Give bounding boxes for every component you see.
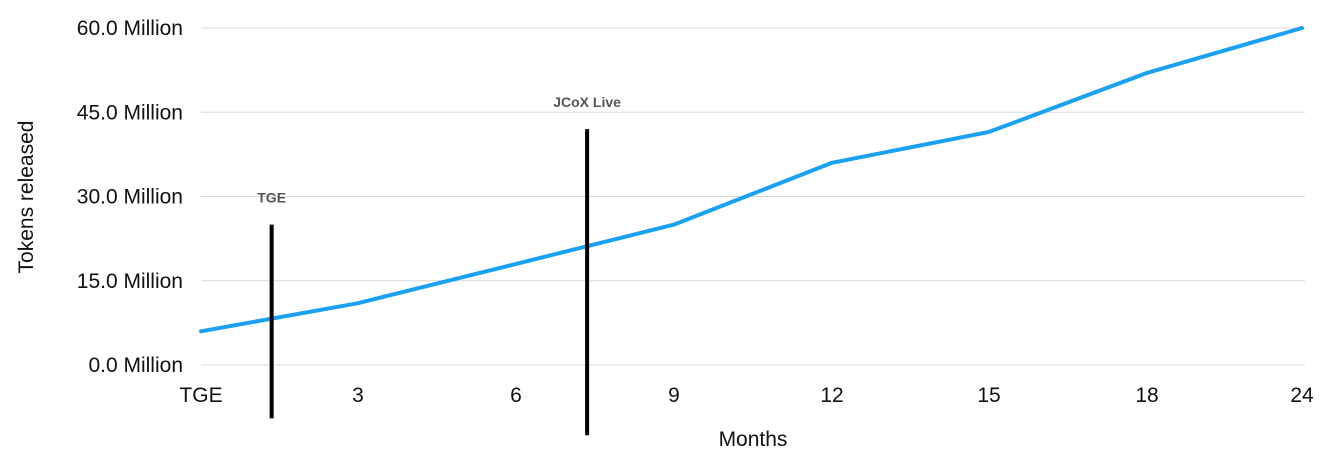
event-marker-label: JCoX Live: [553, 94, 621, 110]
series-line: [199, 26, 1304, 334]
y-axis-ticks: 0.0 Million 15.0 Million 30.0 Million 45.0 …: [77, 17, 183, 377]
x-tick-label: 12: [820, 384, 843, 407]
y-tick-label: 60.0 Million: [77, 17, 183, 40]
gridlines: [201, 27, 1305, 366]
y-tick-label: 45.0 Million: [77, 101, 183, 124]
x-tick-label: 18: [1135, 384, 1158, 407]
x-axis-ticks: TGE 3 6 9 12 15 18 24: [179, 384, 1314, 407]
series-layer: [199, 26, 1304, 334]
x-tick-label: TGE: [179, 384, 222, 407]
y-tick-label: 15.0 Million: [77, 270, 183, 293]
x-axis-title: Months: [719, 428, 788, 449]
event-markers: TGE JCoX Live: [257, 94, 621, 436]
x-tick-label: 24: [1290, 384, 1314, 407]
y-axis-title: Tokens released: [15, 121, 38, 274]
y-tick-label: 0.0 Million: [88, 354, 183, 377]
y-tick-label: 30.0 Million: [77, 186, 183, 209]
x-tick-label: 3: [352, 384, 364, 407]
x-tick-label: 15: [977, 384, 1000, 407]
x-tick-label: 6: [510, 384, 522, 407]
x-tick-label: 9: [668, 384, 680, 407]
event-marker-label: TGE: [257, 190, 286, 206]
